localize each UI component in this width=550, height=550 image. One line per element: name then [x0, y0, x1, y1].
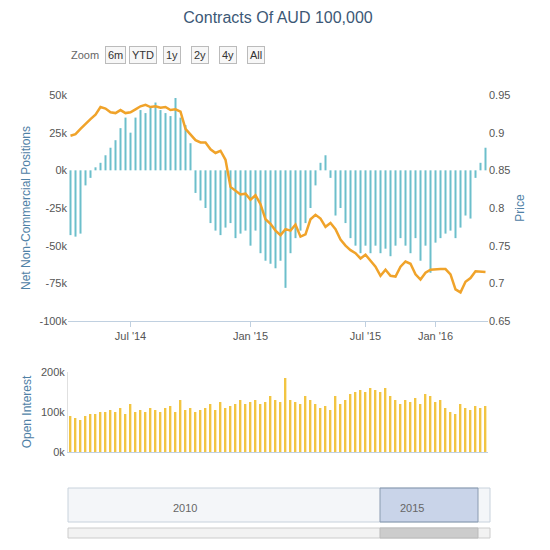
- svg-text:2010: 2010: [173, 502, 197, 514]
- svg-text:50k: 50k: [49, 89, 67, 101]
- svg-text:0.65: 0.65: [489, 315, 510, 327]
- svg-text:25k: 25k: [49, 127, 67, 139]
- svg-text:-25k: -25k: [46, 202, 68, 214]
- svg-text:0.7: 0.7: [489, 277, 504, 289]
- svg-text:0.85: 0.85: [489, 164, 510, 176]
- svg-text:Jul '14: Jul '14: [115, 330, 146, 342]
- svg-text:0.95: 0.95: [489, 89, 510, 101]
- svg-text:2015: 2015: [400, 502, 424, 514]
- svg-text:4y: 4y: [222, 49, 234, 61]
- svg-text:YTD: YTD: [132, 49, 154, 61]
- svg-text:Zoom: Zoom: [71, 49, 99, 61]
- svg-text:1y: 1y: [166, 49, 178, 61]
- svg-text:Jan '15: Jan '15: [233, 330, 268, 342]
- svg-text:200k: 200k: [41, 366, 65, 378]
- svg-text:6m: 6m: [108, 49, 123, 61]
- svg-text:0.8: 0.8: [489, 202, 504, 214]
- svg-text:Contracts Of AUD 100,000: Contracts Of AUD 100,000: [183, 9, 373, 26]
- svg-text:-75k: -75k: [46, 277, 68, 289]
- svg-text:Jan '16: Jan '16: [418, 330, 453, 342]
- svg-text:Jul '15: Jul '15: [350, 330, 381, 342]
- svg-text:-100k: -100k: [39, 315, 67, 327]
- svg-text:100k: 100k: [41, 406, 65, 418]
- svg-text:0k: 0k: [55, 164, 67, 176]
- svg-text:All: All: [250, 49, 262, 61]
- svg-text:0.9: 0.9: [489, 127, 504, 139]
- svg-text:-50k: -50k: [46, 240, 68, 252]
- svg-text:Net Non-Commercial Positions: Net Non-Commercial Positions: [19, 126, 33, 290]
- svg-text:0k: 0k: [53, 446, 65, 458]
- svg-text:0.75: 0.75: [489, 240, 510, 252]
- svg-text:Open Interest: Open Interest: [20, 375, 34, 448]
- svg-text:2y: 2y: [194, 49, 206, 61]
- svg-text:Price: Price: [513, 194, 527, 222]
